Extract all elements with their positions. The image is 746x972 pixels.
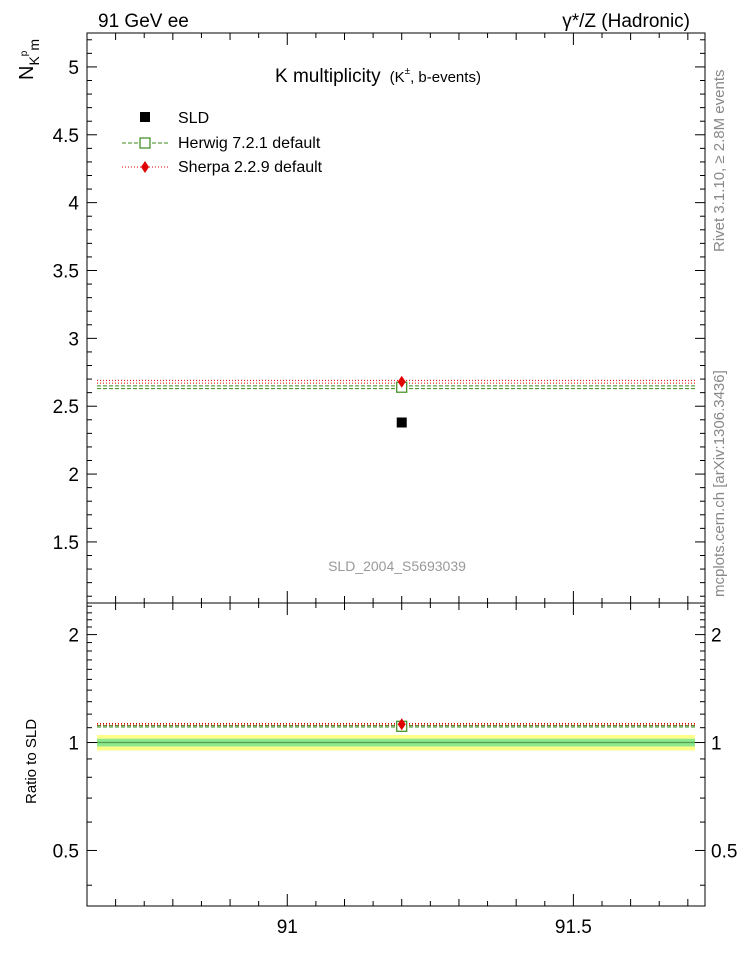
ratio-y-ticks: 0.5 0.5 1 1 2 2 <box>53 605 737 886</box>
main-y-axis-label: NKpm <box>16 39 42 80</box>
ratio-y-tick-label-right: 1 <box>711 734 722 755</box>
point-sherpa <box>397 375 406 388</box>
rivet-label: Rivet 3.1.10, ≥ 2.8M events <box>711 70 728 253</box>
main-y-tick-label: 1.5 <box>53 533 79 554</box>
main-y-tick-label: 3.5 <box>53 262 79 283</box>
main-panel: 1.5 2 2.5 3 3.5 4 4.5 5 NKpm K multiplicity (K±,… <box>16 32 706 604</box>
ratio-mc-lines <box>97 723 695 728</box>
ratio-panel: 0.5 0.5 1 1 2 2 91 91.5 Ratio to SLD <box>23 602 737 938</box>
legend: SLD Herwig 7.2.1 default Sherpa 2.2.9 de… <box>122 110 323 176</box>
x-tick-label: 91 <box>277 917 298 938</box>
title-main: K multiplicity <box>275 66 381 87</box>
source-label: mcplots.cern.ch [arXiv:1306.3436] <box>711 370 728 597</box>
ratio-y-tick-label: 2 <box>68 626 79 647</box>
ratio-panel-frame <box>86 602 706 907</box>
y-label-subsub: m <box>26 39 42 51</box>
title-detail-prefix: (K <box>390 69 405 86</box>
ratio-uncertainty-band <box>97 734 695 751</box>
ratio-data-points <box>396 718 408 732</box>
main-y-tick-label: 4.5 <box>53 126 79 147</box>
ratio-y-tick-label: 0.5 <box>53 841 79 862</box>
y-label-sub: K <box>26 56 42 66</box>
legend-marker-sld <box>140 112 150 122</box>
chart-title: K multiplicity (K±, b-events) <box>275 66 481 87</box>
ratio-y-tick-label-right: 0.5 <box>711 841 737 862</box>
title-detail-suffix: , b-events) <box>410 69 481 86</box>
y-label-base: N <box>16 66 38 80</box>
main-data-points <box>396 375 408 428</box>
legend-marker-herwig <box>139 137 151 149</box>
legend-marker-sherpa <box>141 161 149 173</box>
x-tick-label: 91.5 <box>555 917 592 938</box>
main-y-tick-label: 5 <box>68 58 79 79</box>
main-y-tick-label: 4 <box>68 194 79 215</box>
ratio-point-sherpa <box>397 718 406 731</box>
main-mc-lines <box>97 379 695 390</box>
title-detail-sup: ± <box>405 66 411 77</box>
energy-label: 91 GeV ee <box>98 11 189 32</box>
main-y-ticks: 1.5 2 2.5 3 3.5 4 4.5 5 <box>53 39 705 597</box>
ratio-y-tick-label: 1 <box>68 734 79 755</box>
main-y-tick-label: 2.5 <box>53 397 79 418</box>
main-y-tick-label: 3 <box>68 329 79 350</box>
legend-label-sld: SLD <box>178 110 209 127</box>
y-label-subsup: p <box>19 50 30 56</box>
point-sld <box>396 417 407 428</box>
ratio-y-axis-label: Ratio to SLD <box>23 719 40 804</box>
ratio-y-tick-label-right: 2 <box>711 626 722 647</box>
process-label: γ*/Z (Hadronic) <box>562 11 690 32</box>
analysis-watermark: SLD_2004_S5693039 <box>328 558 466 574</box>
main-x-ticks <box>115 33 689 603</box>
ratio-x-ticks: 91 91.5 <box>115 603 689 938</box>
legend-label-sherpa: Sherpa 2.2.9 default <box>178 159 323 176</box>
legend-label-herwig: Herwig 7.2.1 default <box>178 135 321 152</box>
main-y-tick-label: 2 <box>68 465 79 486</box>
